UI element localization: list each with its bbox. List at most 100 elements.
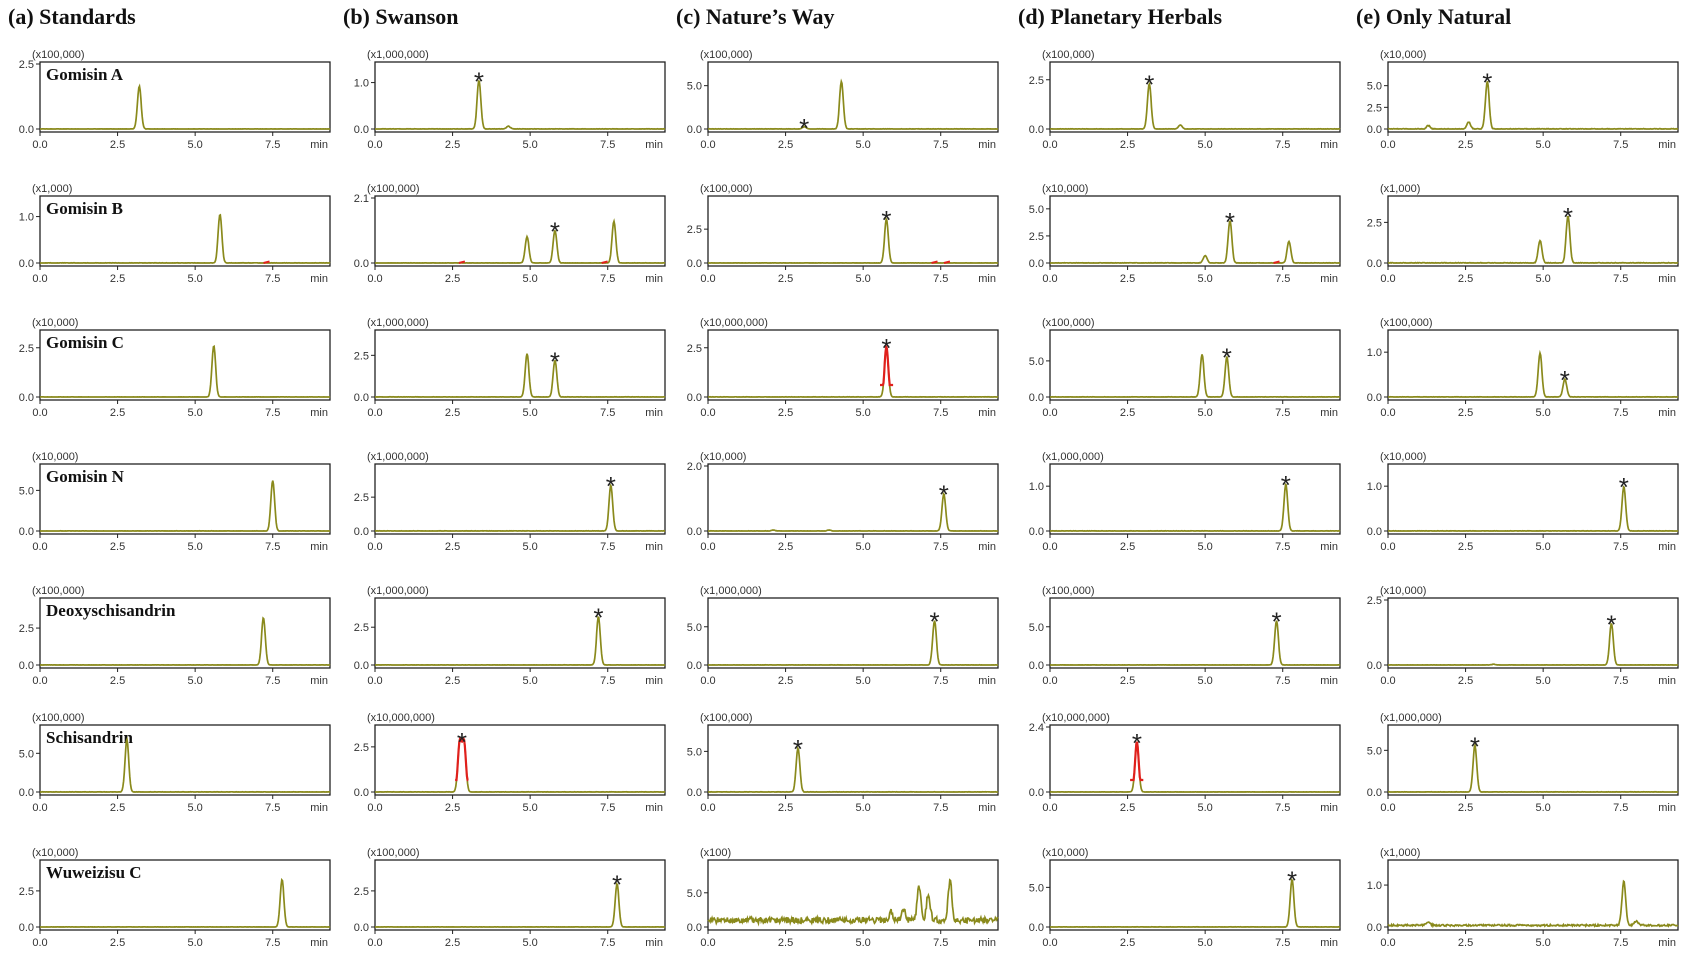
x-tick-label: 5.0 — [856, 139, 871, 151]
x-tick-label: 5.0 — [523, 802, 538, 814]
x-tick-label: 2.5 — [1120, 273, 1135, 285]
panel-frame — [1387, 597, 1679, 669]
chromatogram-trace — [1050, 220, 1341, 264]
saturated-peak-marker — [455, 736, 469, 782]
y-tick-label: 2.5 — [354, 742, 369, 754]
panel-frame — [1049, 61, 1341, 133]
x-tick-label: 2.5 — [1120, 675, 1135, 687]
x-tick-label: 2.5 — [445, 541, 460, 553]
y-multiplier: (x100,000) — [1042, 49, 1095, 61]
x-unit-label: min — [1658, 407, 1676, 419]
x-tick-label: 7.5 — [933, 541, 948, 553]
chromatogram-panel: (x1,000,000) 0.0 2.5 0.0 2.5 5.0 7.5 min * — [354, 451, 666, 553]
chromatogram-trace — [375, 737, 666, 793]
chromatogram-trace — [1387, 81, 1679, 131]
x-unit-label: min — [645, 139, 663, 151]
chromatogram-panel: (x1,000,000) 0.0 1.0 0.0 2.5 5.0 7.5 min * — [354, 49, 666, 151]
peak-star-marker: * — [1482, 67, 1492, 97]
x-tick-label: 5.0 — [1536, 407, 1551, 419]
y-multiplier: (x100,000) — [1380, 317, 1433, 329]
y-tick-label: 1.0 — [19, 212, 34, 224]
chromatogram-trace — [1049, 81, 1341, 130]
y-multiplier: (x10,000,000) — [700, 317, 768, 329]
y-tick-label: 2.5 — [687, 343, 702, 355]
peak-star-marker: * — [550, 346, 560, 376]
x-tick-label: 7.5 — [265, 407, 280, 419]
y-tick-label: 2.5 — [19, 343, 34, 355]
x-tick-label: 7.5 — [933, 273, 948, 285]
x-tick-label: 0.0 — [700, 802, 715, 814]
panel-frame — [707, 463, 999, 535]
chromatogram-panel: (x100,000) 0.0 2.5 0.0 2.5 5.0 7.5 min * — [687, 183, 999, 285]
x-tick-label: 2.5 — [778, 675, 793, 687]
y-tick-label: 0.0 — [687, 526, 702, 538]
x-tick-label: 5.0 — [1536, 937, 1551, 949]
x-tick-label: 7.5 — [1613, 541, 1628, 553]
x-tick-label: 5.0 — [1536, 273, 1551, 285]
x-tick-label: 2.5 — [778, 273, 793, 285]
y-tick-label: 5.0 — [687, 746, 702, 758]
panel-frame — [707, 724, 999, 796]
x-unit-label: min — [310, 407, 328, 419]
y-multiplier: (x1,000,000) — [367, 451, 429, 463]
x-tick-label: 7.5 — [1275, 139, 1290, 151]
x-tick-label: 5.0 — [523, 937, 538, 949]
panel-frame — [1387, 61, 1679, 133]
y-multiplier: (x10,000) — [32, 317, 78, 329]
panel-frame — [374, 61, 666, 133]
chromatogram-panel: (x10,000) 0.0 2.5 0.0 2.5 5.0 7.5 min * — [1367, 585, 1679, 687]
x-tick-label: 0.0 — [367, 675, 382, 687]
x-tick-label: 5.0 — [523, 541, 538, 553]
y-tick-label: 2.5 — [354, 886, 369, 898]
y-tick-label: 2.5 — [19, 59, 34, 71]
peak-star-marker: * — [1281, 470, 1291, 500]
chromatogram-trace — [375, 353, 666, 398]
panel-frame — [39, 724, 331, 796]
peak-star-marker: * — [881, 333, 891, 363]
panel-frame — [1387, 195, 1679, 267]
panel-frame — [374, 859, 666, 931]
x-tick-label: 0.0 — [367, 802, 382, 814]
column-title: (e) Only Natural — [1356, 4, 1511, 29]
x-tick-label: 7.5 — [600, 541, 615, 553]
y-multiplier: (x10,000) — [1380, 451, 1426, 463]
peak-star-marker: * — [1470, 731, 1480, 761]
y-tick-label: 0.0 — [1029, 660, 1044, 672]
panel-frame — [39, 597, 331, 669]
panel-frame — [1049, 195, 1341, 267]
y-tick-label: 0.0 — [354, 787, 369, 799]
panel-frame — [39, 859, 331, 931]
panel-frame — [374, 597, 666, 669]
x-tick-label: 2.5 — [778, 937, 793, 949]
x-tick-label: 2.5 — [778, 407, 793, 419]
x-unit-label: min — [978, 407, 996, 419]
x-tick-label: 0.0 — [1380, 407, 1395, 419]
y-tick-label: 0.0 — [354, 922, 369, 934]
y-tick-label: 0.0 — [1029, 258, 1044, 270]
panel-frame — [1049, 463, 1341, 535]
y-multiplier: (x10,000) — [1380, 49, 1426, 61]
chromatogram-trace — [1049, 741, 1341, 793]
peak-star-marker: * — [1563, 202, 1573, 232]
x-tick-label: 2.5 — [778, 541, 793, 553]
x-tick-label: 2.5 — [1120, 407, 1135, 419]
panel-frame — [1049, 859, 1341, 931]
x-tick-label: 7.5 — [933, 802, 948, 814]
y-multiplier: (x1,000) — [1380, 183, 1420, 195]
x-tick-label: 2.5 — [778, 139, 793, 151]
y-tick-label: 2.5 — [354, 622, 369, 634]
peak-star-marker: * — [550, 217, 560, 247]
x-tick-label: 5.0 — [856, 937, 871, 949]
y-tick-label: 0.0 — [687, 787, 702, 799]
red-baseline-mark — [931, 260, 938, 264]
x-tick-label: 7.5 — [600, 273, 615, 285]
chromatogram-trace — [1050, 354, 1341, 398]
y-tick-label: 2.5 — [1367, 217, 1382, 229]
x-tick-label: 5.0 — [1198, 407, 1213, 419]
x-tick-label: 7.5 — [1613, 675, 1628, 687]
y-tick-label: 5.0 — [1029, 882, 1044, 894]
y-multiplier: (x10,000,000) — [367, 712, 435, 724]
x-unit-label: min — [310, 273, 328, 285]
x-tick-label: 2.5 — [110, 407, 125, 419]
x-tick-label: 0.0 — [700, 541, 715, 553]
